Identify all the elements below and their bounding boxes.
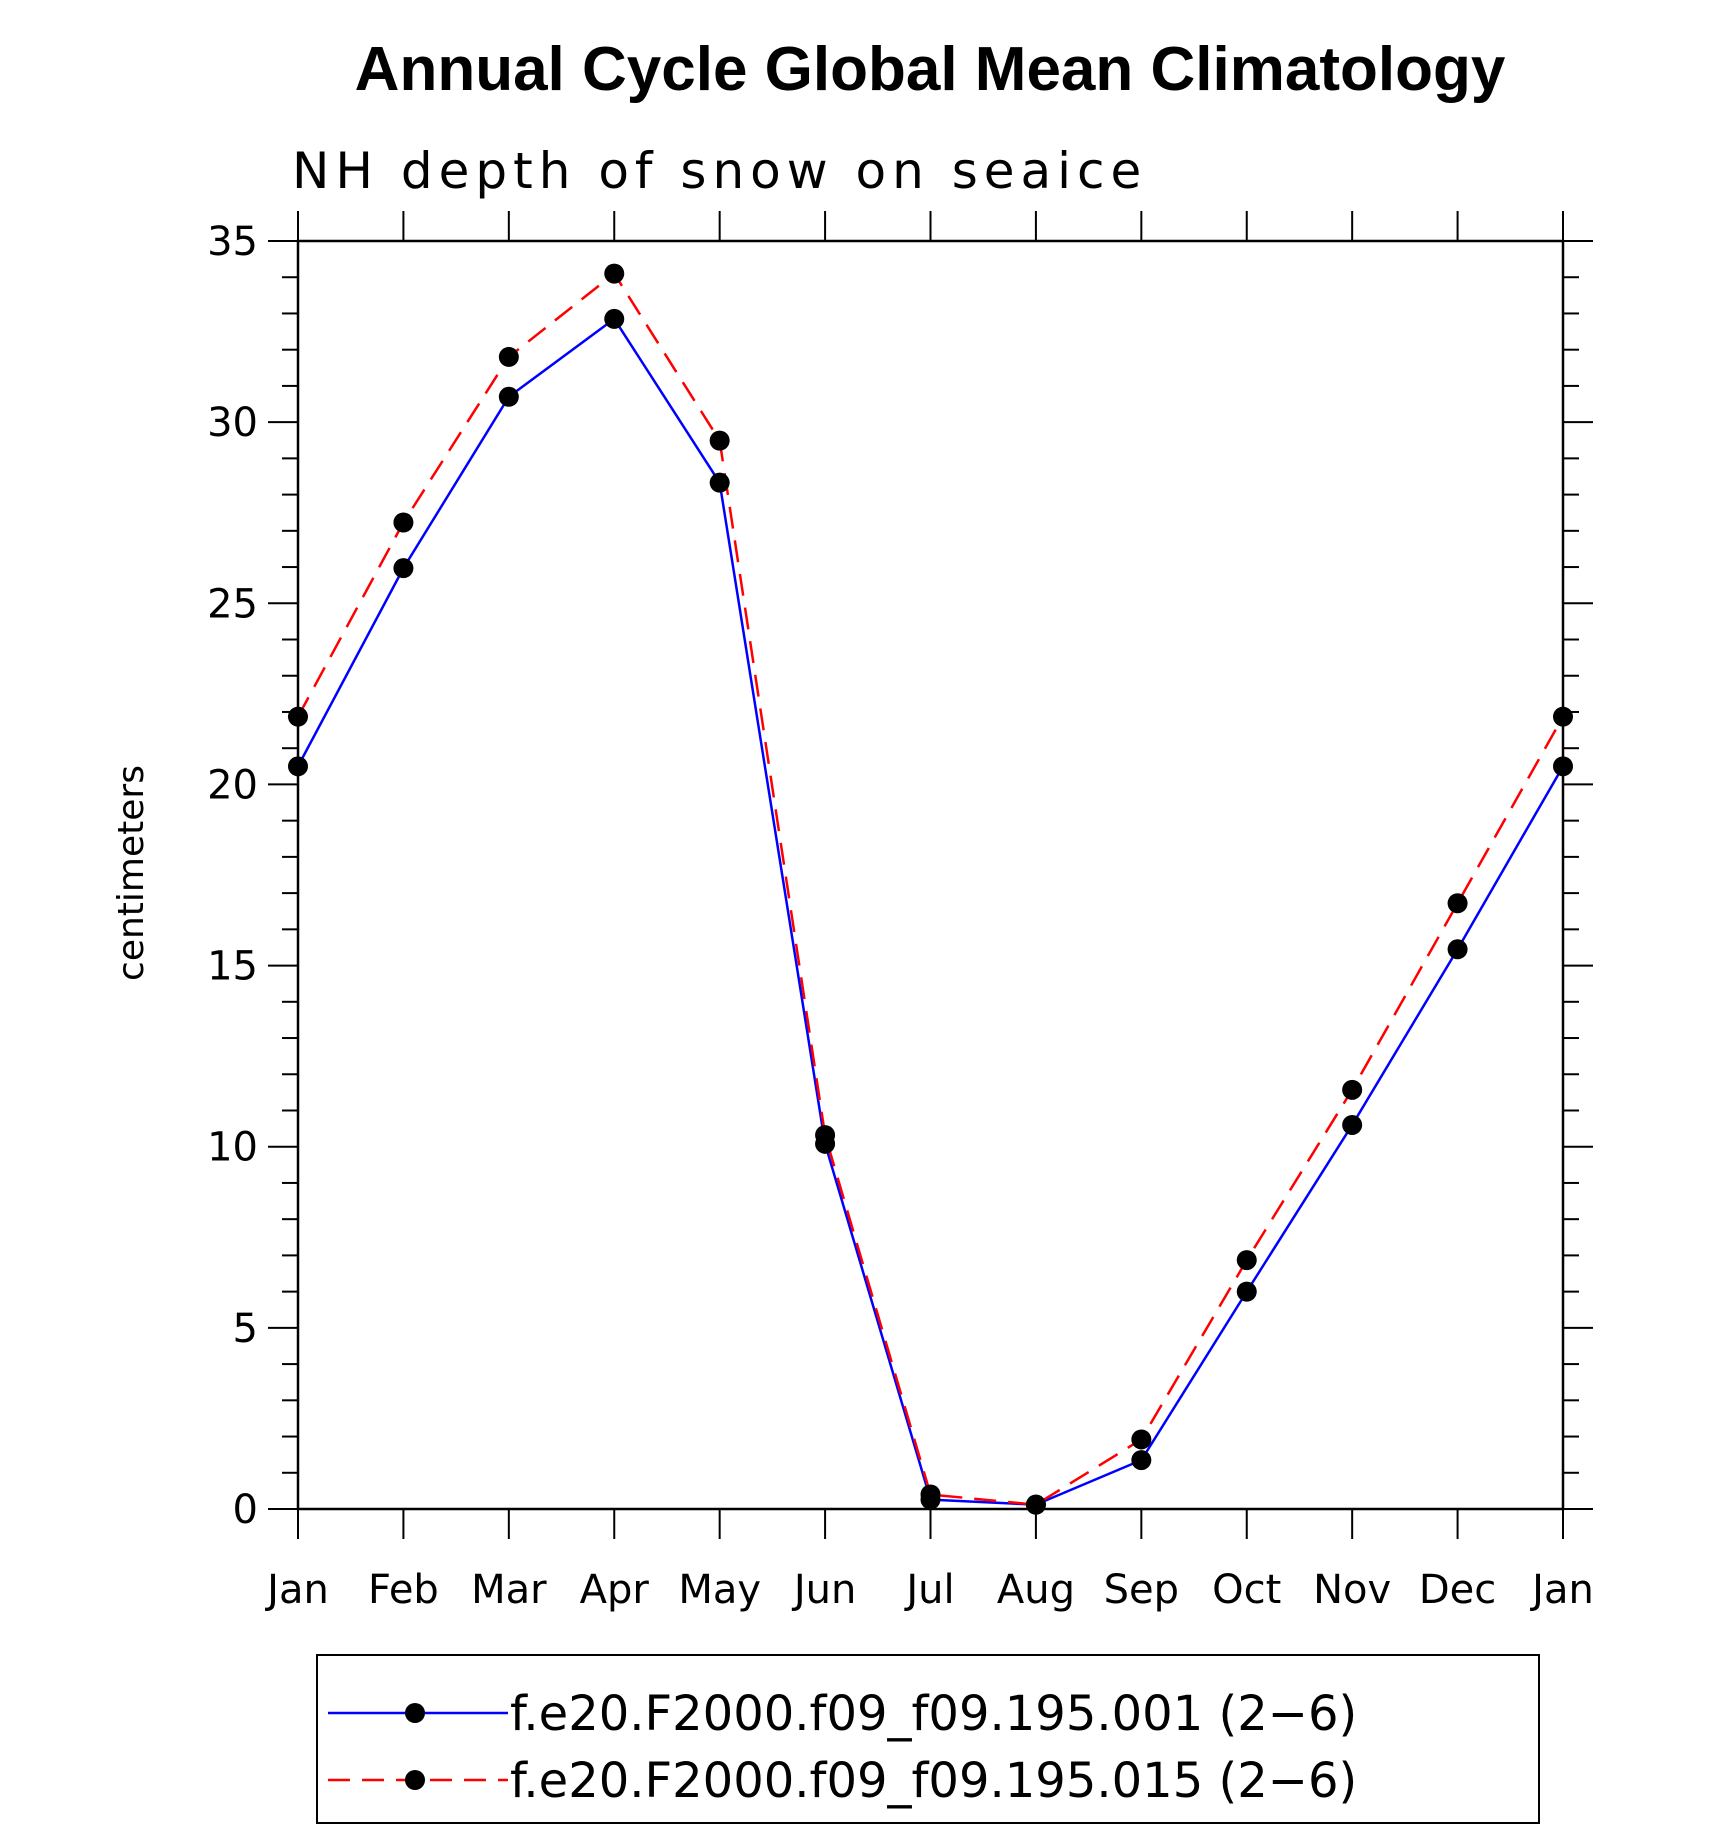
series-2-point xyxy=(1025,1494,1046,1515)
x-tick-label: Aug xyxy=(997,1567,1075,1613)
series-2-point xyxy=(604,263,625,284)
x-tick-label: Nov xyxy=(1313,1567,1391,1613)
series-2-point xyxy=(920,1484,941,1505)
legend: f.e20.F2000.f09_f09.195.001 (2−6) f.e20.F… xyxy=(316,1654,1540,1824)
series-1-point xyxy=(1342,1114,1363,1135)
series-1-point xyxy=(1447,939,1468,960)
x-tick-label: May xyxy=(678,1567,761,1613)
series-1-point xyxy=(393,558,414,579)
legend-label-2: f.e20.F2000.f09_f09.195.015 (2−6) xyxy=(510,1753,1357,1809)
x-tick-label: Apr xyxy=(580,1567,650,1613)
series-2-point xyxy=(393,512,414,533)
y-tick-label: 15 xyxy=(207,944,258,990)
series-1-point xyxy=(498,386,519,407)
series-1-point xyxy=(604,308,625,329)
series-2-point xyxy=(1447,893,1468,914)
series-2-point xyxy=(1553,706,1573,727)
series-line-1 xyxy=(296,317,1565,1506)
x-tick-label: Jun xyxy=(791,1567,857,1613)
x-tick-label: Jul xyxy=(903,1567,954,1613)
x-tick-label: Mar xyxy=(471,1567,547,1613)
y-tick-label: 30 xyxy=(207,400,258,446)
series-2-point xyxy=(1342,1079,1363,1100)
y-tick-label: 5 xyxy=(233,1306,258,1352)
y-tick-label: 10 xyxy=(207,1125,258,1171)
x-tick-label: Feb xyxy=(368,1567,439,1613)
series-1-point xyxy=(1131,1450,1152,1471)
y-tick-label: 20 xyxy=(207,762,258,808)
series-group xyxy=(288,263,1573,1515)
y-tick-label: 25 xyxy=(207,581,258,627)
series-2-point xyxy=(815,1125,836,1146)
y-tick-label: 35 xyxy=(207,219,258,265)
legend-marker-1 xyxy=(405,1703,425,1723)
legend-label-1: f.e20.F2000.f09_f09.195.001 (2−6) xyxy=(510,1686,1357,1742)
series-2-point xyxy=(1236,1250,1257,1271)
y-axis-label: centimeters xyxy=(111,765,152,981)
chart-subtitle: NH depth of snow on seaice xyxy=(292,142,1147,200)
series-2-point xyxy=(1131,1429,1152,1450)
series-1-point xyxy=(1236,1281,1257,1302)
chart-title: Annual Cycle Global Mean Climatology xyxy=(355,35,1506,104)
series-1-point xyxy=(1553,756,1573,777)
y-tick-label: 0 xyxy=(233,1487,258,1533)
legend-box xyxy=(316,1654,1540,1824)
x-axis: Jan Feb Mar Apr May Jun Jul Aug Sep Oct Nov Dec Jan xyxy=(264,211,1594,1613)
series-line-2 xyxy=(296,272,1565,1506)
series-1-point xyxy=(709,472,730,493)
series-2-point xyxy=(709,430,730,451)
x-tick-label: Dec xyxy=(1419,1567,1496,1613)
series-2-point xyxy=(288,706,308,727)
series-2-point xyxy=(498,346,519,367)
x-tick-label: Jan xyxy=(264,1567,329,1613)
legend-marker-2 xyxy=(405,1770,425,1790)
x-tick-label: Oct xyxy=(1212,1567,1281,1613)
x-tick-label: Jan xyxy=(1529,1567,1594,1613)
series-1-point xyxy=(288,756,308,777)
x-tick-label: Sep xyxy=(1104,1567,1179,1613)
y-axis: 0 5 10 15 20 25 30 35 xyxy=(207,219,1593,1533)
